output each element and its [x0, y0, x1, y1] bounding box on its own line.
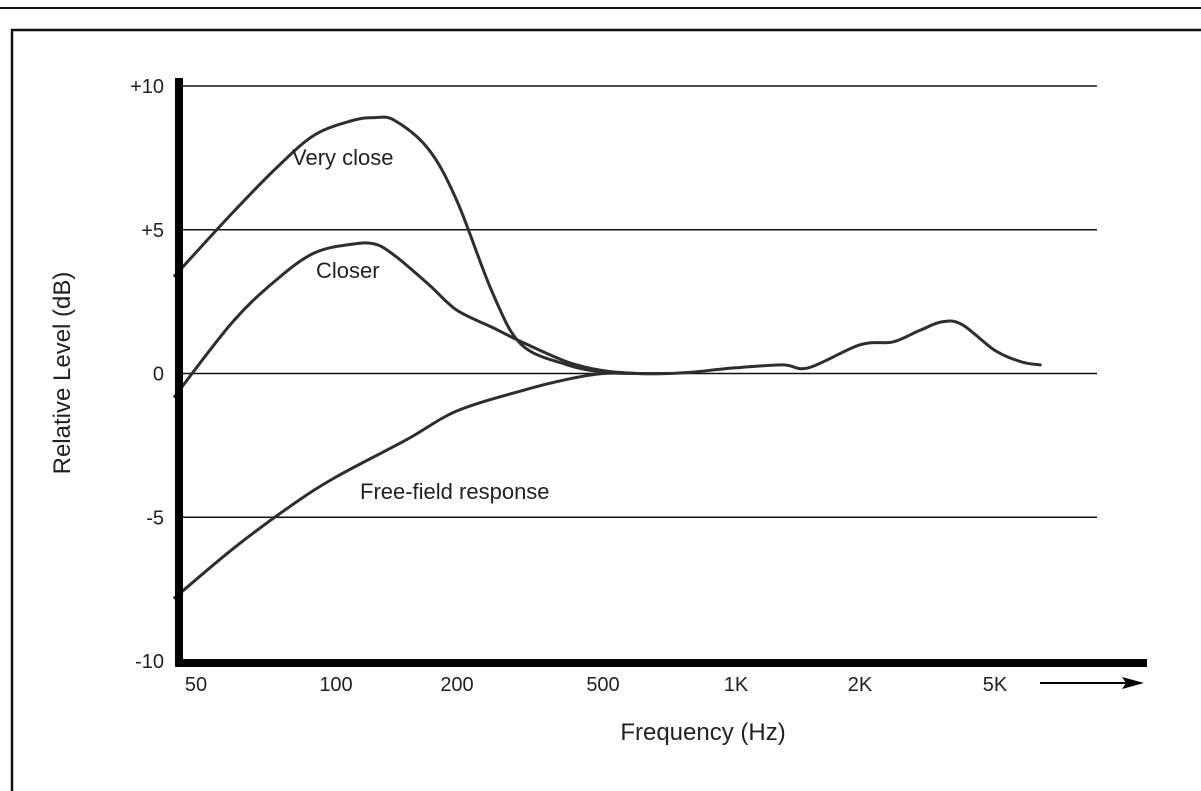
series-line-free-field-response	[173, 319, 1042, 600]
y-tick-label: 0	[153, 364, 164, 386]
y-axis-title: Relative Level (dB)	[49, 272, 76, 475]
x-tick-label: 5K	[983, 674, 1008, 696]
x-tick-label: 500	[586, 674, 619, 696]
y-tick-label: -10	[135, 651, 164, 673]
x-tick-label: 200	[440, 674, 473, 696]
free-field-label: Free-field response	[360, 479, 550, 504]
series-line-closer	[173, 241, 670, 398]
x-tick-label: 50	[185, 674, 207, 696]
x-tick-label: 2K	[848, 674, 873, 696]
frequency-arrow-icon	[1040, 677, 1144, 689]
inner-frame	[10, 28, 1201, 791]
x-tick-labels: 50 100 200 500 1K 2K 5K	[185, 674, 1008, 696]
series-line-very-close	[173, 115, 670, 376]
very-close-label: Very close	[292, 145, 394, 170]
y-tick-label: -5	[146, 507, 164, 529]
closer-label: Closer	[316, 258, 380, 283]
y-tick-labels: +10 +5 0 -5 -10	[130, 76, 164, 673]
y-tick-label: +5	[141, 220, 164, 242]
x-axis-title: Frequency (Hz)	[620, 719, 785, 746]
x-tick-label: 1K	[724, 674, 749, 696]
response-curves	[173, 115, 1042, 600]
x-tick-label: 100	[319, 674, 352, 696]
y-tick-label: +10	[130, 76, 164, 98]
